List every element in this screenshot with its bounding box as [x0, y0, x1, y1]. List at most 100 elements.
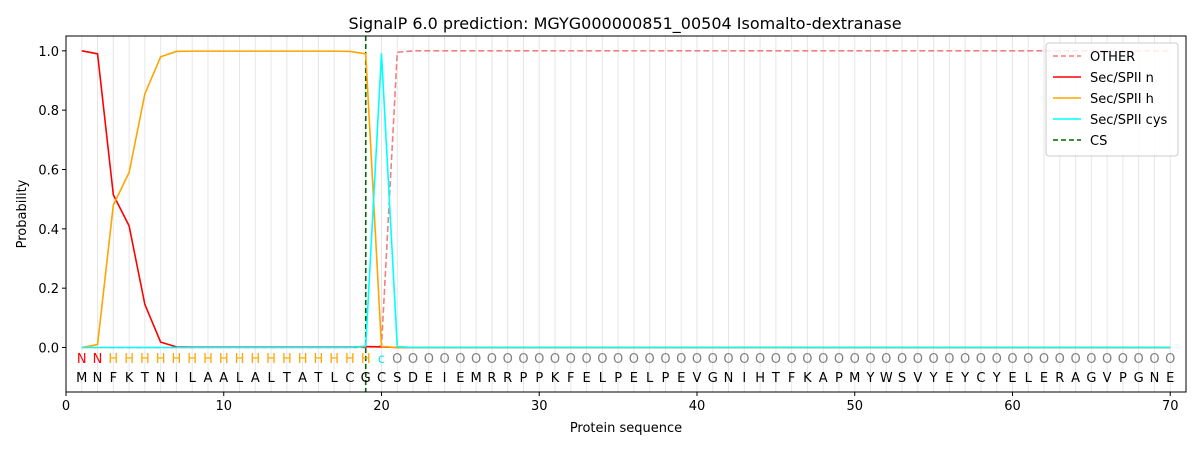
region-label: O [597, 352, 607, 367]
residue-label: A [298, 371, 307, 386]
residue-label: C [345, 371, 354, 386]
axes: 0 10 20 30 40 50 60 70 0.0 0.2 0.4 0.6 0.8 1.0 [38, 45, 1178, 414]
residue-label: I [175, 371, 179, 386]
region-label: O [944, 352, 954, 367]
legend-label: Sec/SPII h [1090, 92, 1154, 107]
residue-label: A [819, 371, 828, 386]
region-label: H [219, 352, 229, 367]
region-label: O [660, 352, 670, 367]
region-label: O [928, 352, 938, 367]
residue-label: P [614, 371, 622, 386]
plot-frame [65, 35, 1187, 393]
residue-label: P [520, 371, 528, 386]
region-label: O [960, 352, 970, 367]
region-label: O [1023, 352, 1033, 367]
residue-label: W [880, 371, 893, 386]
residue-label: K [803, 371, 812, 386]
residue-label: L [236, 371, 244, 386]
residue-label: S [898, 371, 906, 386]
residue-label: R [1055, 371, 1064, 386]
region-label: O [692, 352, 702, 367]
region-label: O [1118, 352, 1128, 367]
region-label: O [408, 352, 418, 367]
residue-label: Y [929, 371, 938, 386]
region-label: H [203, 352, 213, 367]
region-label: H [266, 352, 276, 367]
region-label: H [235, 352, 245, 367]
region-label: O [1134, 352, 1144, 367]
legend-box [1045, 42, 1179, 157]
residue-label: E [425, 371, 433, 386]
x-tick-label: 60 [1004, 399, 1021, 414]
residue-label: R [487, 371, 496, 386]
region-label: O [455, 352, 465, 367]
region-label: O [771, 352, 781, 367]
region-label: O [503, 352, 513, 367]
region-label: O [708, 352, 718, 367]
residue-label: E [677, 371, 685, 386]
sequence-annotations: NMNNHFHKHTHNHIHLHAHAHLHAHLHTHAHTHLHCHGcC… [76, 352, 1175, 386]
y-tick-label: 0.2 [38, 282, 59, 297]
region-label: O [645, 352, 655, 367]
residue-label: M [849, 371, 860, 386]
residue-label: I [742, 371, 746, 386]
region-label: O [550, 352, 560, 367]
x-tick-label: 50 [846, 399, 863, 414]
region-label: O [1086, 352, 1096, 367]
region-label: O [739, 352, 749, 367]
residue-label: T [771, 371, 780, 386]
residue-label: T [282, 371, 291, 386]
region-label: O [471, 352, 481, 367]
region-label: O [1070, 352, 1080, 367]
region-label: O [487, 352, 497, 367]
region-label: O [850, 352, 860, 367]
residue-label: E [456, 371, 464, 386]
y-axis-label: Probability [15, 179, 30, 248]
region-label: O [518, 352, 528, 367]
region-label: O [566, 352, 576, 367]
residue-label: A [251, 371, 260, 386]
y-tick-label: 0.0 [38, 342, 59, 357]
residue-label: M [471, 371, 482, 386]
legend-label: Sec/SPII cys [1090, 113, 1168, 128]
x-tick-label: 30 [531, 399, 548, 414]
y-tick-label: 0.6 [38, 164, 59, 179]
legend-label: OTHER [1090, 50, 1135, 65]
residue-label: K [125, 371, 134, 386]
x-tick-label: 70 [1162, 399, 1179, 414]
region-label: O [613, 352, 623, 367]
residue-label: L [189, 371, 197, 386]
residue-label: A [1071, 371, 1080, 386]
residue-label: T [140, 371, 149, 386]
region-label: N [77, 352, 87, 367]
residue-label: G [1086, 371, 1096, 386]
region-label: H [156, 352, 166, 367]
region-label: H [250, 352, 260, 367]
region-label: O [439, 352, 449, 367]
legend-label: Sec/SPII n [1090, 71, 1154, 86]
region-label: O [865, 352, 875, 367]
legend-label: CS [1090, 134, 1107, 149]
residue-label: C [976, 371, 985, 386]
region-label: O [629, 352, 639, 367]
region-label: O [392, 352, 402, 367]
residue-label: P [1119, 371, 1127, 386]
residue-label: F [110, 371, 117, 386]
chart-title: SignalP 6.0 prediction: MGYG000000851_00… [348, 14, 901, 34]
residue-label: E [582, 371, 590, 386]
residue-label: T [313, 371, 322, 386]
region-label: H [124, 352, 134, 367]
residue-label: E [1166, 371, 1174, 386]
residue-label: G [1134, 371, 1144, 386]
residue-label: K [551, 371, 560, 386]
residue-label: E [630, 371, 638, 386]
residue-label: S [393, 371, 401, 386]
region-label: H [140, 352, 150, 367]
residue-label: H [755, 371, 765, 386]
legend: OTHER Sec/SPII n Sec/SPII h Sec/SPII cys CS [1045, 42, 1179, 157]
region-label: O [881, 352, 891, 367]
y-tick-label: 0.4 [38, 223, 59, 238]
residue-label: E [1008, 371, 1016, 386]
